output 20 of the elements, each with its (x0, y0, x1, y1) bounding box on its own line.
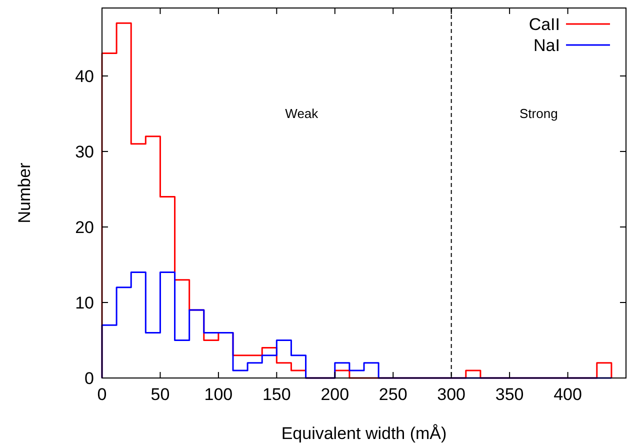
y-tick-label: 40 (75, 66, 94, 86)
annotation: Strong (520, 106, 558, 121)
x-tick-label: 100 (204, 385, 233, 404)
x-tick-label: 150 (262, 385, 291, 404)
y-tick-label: 20 (75, 218, 94, 237)
annotation: Weak (285, 106, 319, 121)
y-tick-label: 0 (84, 369, 94, 388)
x-axis-title: Equivalent width (mÅ) (281, 424, 447, 443)
legend-label: CaII (528, 15, 560, 34)
y-axis-title: Number (15, 162, 34, 224)
x-tick-label: 400 (554, 385, 582, 404)
y-tick-label: 30 (75, 142, 94, 162)
x-tick-label: 50 (150, 385, 170, 404)
x-tick-label: 250 (378, 385, 408, 404)
x-tick-label: 350 (495, 385, 524, 404)
legend-label: NaI (534, 36, 560, 55)
x-tick-label: 300 (437, 385, 466, 404)
x-tick-label: 0 (97, 385, 107, 404)
y-tick-label: 10 (75, 293, 94, 312)
x-tick-label: 200 (320, 385, 350, 404)
